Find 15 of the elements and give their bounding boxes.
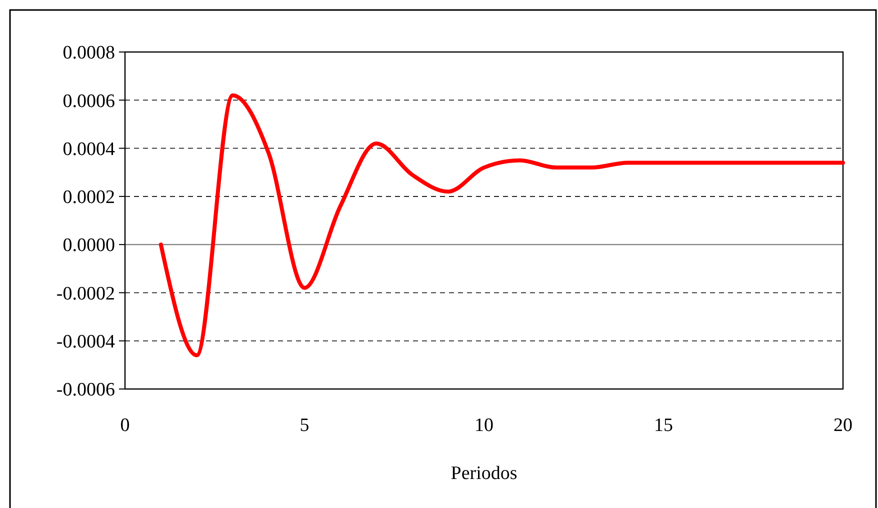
line-series xyxy=(158,93,845,358)
y-tick-label: -0.0006 xyxy=(56,380,115,401)
y-tick-label: 0.0002 xyxy=(62,187,115,208)
x-tick-label: 20 xyxy=(834,415,852,436)
x-tick-label: 5 xyxy=(300,415,310,436)
x-tick-label: 10 xyxy=(474,415,494,436)
y-tick-label: 0.0004 xyxy=(62,138,116,160)
y-tick-label: 0.0008 xyxy=(62,42,115,64)
y-tick-label: 0.0000 xyxy=(62,235,115,256)
x-axis-title: Periodos xyxy=(450,463,518,484)
y-tick-label: 0.0006 xyxy=(62,90,115,112)
y-tick-label: -0.0002 xyxy=(56,283,115,304)
x-tick-label: 15 xyxy=(654,415,673,436)
x-tick-label: 0 xyxy=(120,415,130,436)
y-tick-label: -0.0004 xyxy=(56,332,116,353)
